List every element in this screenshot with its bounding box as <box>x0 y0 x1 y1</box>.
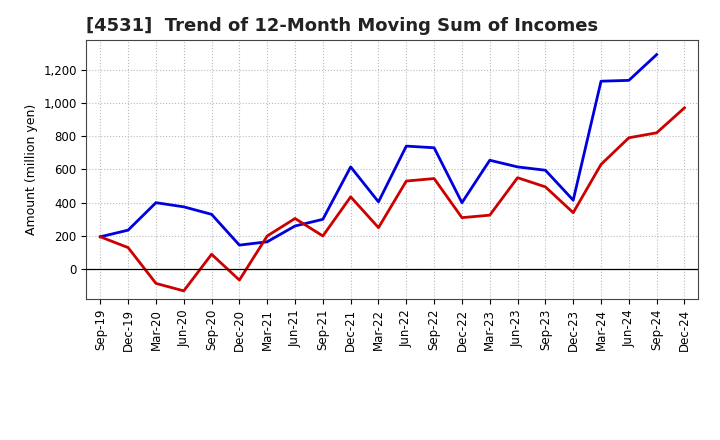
Net Income <box>597 162 606 167</box>
Net Income <box>179 288 188 293</box>
Net Income <box>318 233 327 238</box>
Ordinary Income <box>96 234 104 239</box>
Ordinary Income <box>346 164 355 169</box>
Net Income <box>430 176 438 181</box>
Net Income <box>291 216 300 221</box>
Net Income <box>124 245 132 250</box>
Ordinary Income <box>402 143 410 149</box>
Ordinary Income <box>207 212 216 217</box>
Net Income <box>680 105 689 110</box>
Ordinary Income <box>430 145 438 150</box>
Net Income <box>374 225 383 230</box>
Net Income <box>96 234 104 239</box>
Net Income <box>235 278 243 283</box>
Ordinary Income <box>597 79 606 84</box>
Net Income <box>652 130 661 136</box>
Line: Net Income: Net Income <box>100 108 685 291</box>
Ordinary Income <box>624 78 633 83</box>
Net Income <box>458 215 467 220</box>
Net Income <box>624 135 633 140</box>
Ordinary Income <box>291 224 300 229</box>
Ordinary Income <box>318 216 327 222</box>
Text: [4531]  Trend of 12-Month Moving Sum of Incomes: [4531] Trend of 12-Month Moving Sum of I… <box>86 17 598 35</box>
Ordinary Income <box>541 168 550 173</box>
Net Income <box>541 184 550 190</box>
Net Income <box>569 210 577 215</box>
Ordinary Income <box>235 242 243 248</box>
Ordinary Income <box>569 198 577 203</box>
Ordinary Income <box>485 158 494 163</box>
Net Income <box>152 281 161 286</box>
Net Income <box>402 178 410 183</box>
Net Income <box>263 233 271 238</box>
Net Income <box>485 213 494 218</box>
Ordinary Income <box>152 200 161 205</box>
Ordinary Income <box>124 227 132 233</box>
Ordinary Income <box>513 164 522 169</box>
Net Income <box>346 194 355 199</box>
Ordinary Income <box>652 52 661 57</box>
Line: Ordinary Income: Ordinary Income <box>100 55 657 245</box>
Net Income <box>207 252 216 257</box>
Net Income <box>513 175 522 180</box>
Ordinary Income <box>263 239 271 245</box>
Ordinary Income <box>179 204 188 209</box>
Ordinary Income <box>374 199 383 205</box>
Ordinary Income <box>458 200 467 205</box>
Y-axis label: Amount (million yen): Amount (million yen) <box>24 104 37 235</box>
